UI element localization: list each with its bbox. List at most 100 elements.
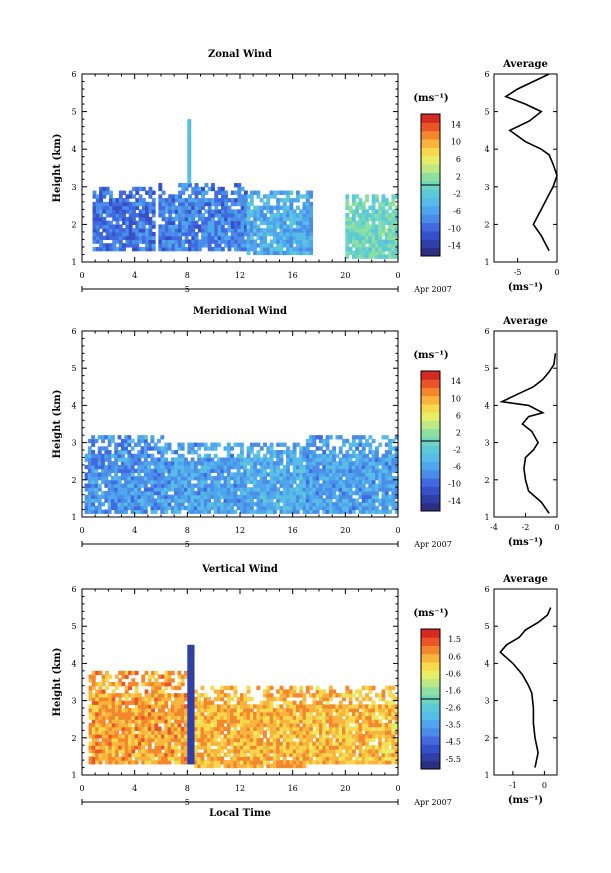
heatmap-cell <box>204 183 209 188</box>
heatmap-cell <box>140 446 145 451</box>
heatmap-cell <box>295 509 300 514</box>
heatmap-cell <box>299 487 304 492</box>
heatmap-cell <box>292 763 297 769</box>
heatmap-cell <box>335 715 340 720</box>
heatmap-cell <box>84 502 89 507</box>
heatmap-cell <box>94 453 99 459</box>
heatmap-cell <box>282 235 287 241</box>
heatmap-cell <box>384 483 389 488</box>
heatmap-cell <box>243 498 248 503</box>
heatmap-cell <box>269 220 274 225</box>
heatmap-cell <box>168 239 173 244</box>
heatmap-cell <box>140 468 145 473</box>
heatmap-cell <box>325 438 330 444</box>
heatmap-cell <box>224 235 229 241</box>
heatmap-cell <box>302 205 307 210</box>
colorbar-tick-label: 2 <box>456 428 461 437</box>
heatmap-cell <box>365 734 369 739</box>
heatmap-cell <box>145 190 150 195</box>
heatmap-cell <box>394 490 399 496</box>
heatmap-cell <box>121 719 126 724</box>
heatmap-cell <box>108 235 113 241</box>
heatmap-cell <box>381 220 386 225</box>
heatmap-cell <box>361 490 366 496</box>
heatmap-cell <box>295 483 300 488</box>
heatmap-cell <box>269 715 274 720</box>
heatmap-cell <box>282 498 287 503</box>
heatmap-cell <box>140 490 145 496</box>
heatmap-cell <box>374 446 379 451</box>
heatmap-cell <box>84 494 89 499</box>
heatmap-cell <box>101 509 105 514</box>
heatmap-cell <box>361 461 366 466</box>
heatmap-cell <box>246 722 251 728</box>
heatmap-cell <box>335 505 340 511</box>
heatmap-cell <box>128 745 132 750</box>
heatmap-cell <box>292 708 297 713</box>
heatmap-cell <box>127 483 132 488</box>
heatmap-cell <box>130 509 135 514</box>
heatmap-cell <box>259 505 264 511</box>
heatmap-cell <box>144 726 149 731</box>
heatmap-cell <box>226 696 231 702</box>
heatmap-cell <box>114 502 119 507</box>
heatmap-cell <box>394 461 399 466</box>
heatmap-cell <box>374 213 379 218</box>
heatmap-cell <box>114 442 119 447</box>
heatmap-cell <box>249 479 254 485</box>
heatmap-cell <box>240 708 244 713</box>
heatmap-cell <box>157 483 161 488</box>
heatmap-cell <box>328 726 333 731</box>
heatmap-cell <box>312 505 317 511</box>
heatmap-cell <box>276 760 281 765</box>
heatmap-cell <box>193 726 198 731</box>
heatmap-cell <box>203 734 208 739</box>
heatmap-cell <box>309 472 314 477</box>
heatmap-cell <box>381 708 386 713</box>
y-tick-label: 6 <box>71 70 76 79</box>
heatmap-cell <box>374 494 379 499</box>
heatmap-cell <box>305 438 310 444</box>
heatmap-cell <box>141 752 146 757</box>
heatmap-cell <box>130 457 135 462</box>
heatmap-cell <box>181 220 186 225</box>
heatmap-cell <box>365 752 369 757</box>
heatmap-cell <box>141 722 146 728</box>
heatmap-cell <box>95 228 100 233</box>
heatmap-cell <box>207 224 212 229</box>
heatmap-cell <box>128 719 132 724</box>
heatmap-cell <box>153 446 158 451</box>
heatmap-cell <box>137 752 142 757</box>
heatmap-cell <box>220 505 225 511</box>
heatmap-cell <box>207 446 211 451</box>
heatmap-cell <box>371 450 376 455</box>
heatmap-cell <box>305 494 310 499</box>
heatmap-cell <box>259 476 264 481</box>
heatmap-cell <box>161 760 165 765</box>
heatmap-cell <box>167 483 172 488</box>
heatmap-cell <box>292 741 297 746</box>
heatmap-cell <box>259 457 264 462</box>
heatmap-cell <box>191 198 196 203</box>
heatmap-cell <box>213 719 218 724</box>
heatmap-cell <box>328 693 333 698</box>
heatmap-cell <box>388 704 393 709</box>
heatmap-cell <box>91 509 96 514</box>
heatmap-cell <box>332 490 337 496</box>
heatmap-cell <box>365 505 369 511</box>
heatmap-cell <box>164 205 169 210</box>
heatmap-cell <box>249 734 254 739</box>
heatmap-cell <box>187 209 192 214</box>
heatmap-cell <box>282 224 287 229</box>
heatmap-cell <box>147 502 152 507</box>
heatmap-cell <box>97 464 102 470</box>
heatmap-cell <box>117 468 122 473</box>
heatmap-cell <box>266 700 271 705</box>
heatmap-cell <box>141 682 146 687</box>
heatmap-cell <box>95 194 100 199</box>
heatmap-cell <box>203 693 208 698</box>
heatmap-cell <box>269 483 274 488</box>
heatmap-cell <box>236 734 241 739</box>
heatmap-cell <box>230 722 235 728</box>
heatmap-cell <box>322 752 327 757</box>
